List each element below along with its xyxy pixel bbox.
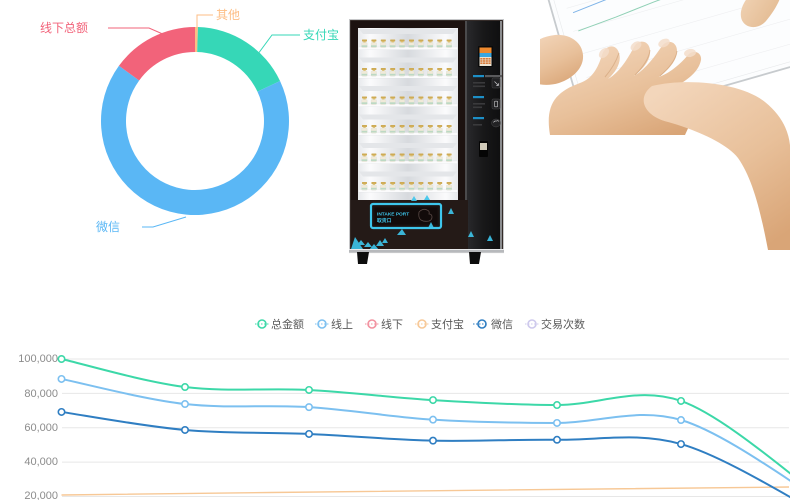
svg-text:60,000: 60,000 <box>24 422 58 434</box>
svg-text:总金额: 总金额 <box>271 317 304 331</box>
svg-text:交易次数: 交易次数 <box>541 317 585 331</box>
svg-text:微信: 微信 <box>491 317 513 331</box>
svg-text:20,000: 20,000 <box>24 490 58 500</box>
svg-text:线上: 线上 <box>331 317 353 331</box>
svg-text:100,000: 100,000 <box>18 353 58 365</box>
svg-text:80,000: 80,000 <box>24 388 58 400</box>
svg-text:支付宝: 支付宝 <box>431 317 464 331</box>
svg-text:线下: 线下 <box>381 317 403 331</box>
svg-text:40,000: 40,000 <box>24 456 58 468</box>
